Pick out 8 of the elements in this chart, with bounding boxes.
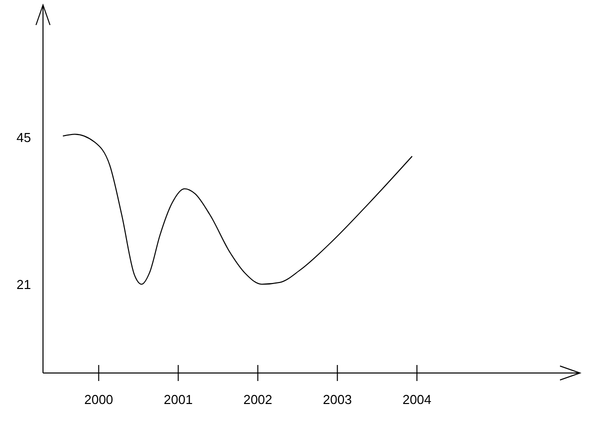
x-tick-label: 2000 [84,392,114,408]
y-tick-label: 21 [16,276,31,292]
x-tick-label: 2003 [322,392,352,408]
line-series [62,134,413,285]
x-tick-label: 2004 [402,392,432,408]
x-tick-label: 2002 [243,392,272,408]
x-tick-label: 2001 [164,392,193,408]
y-tick-label: 45 [16,130,31,145]
